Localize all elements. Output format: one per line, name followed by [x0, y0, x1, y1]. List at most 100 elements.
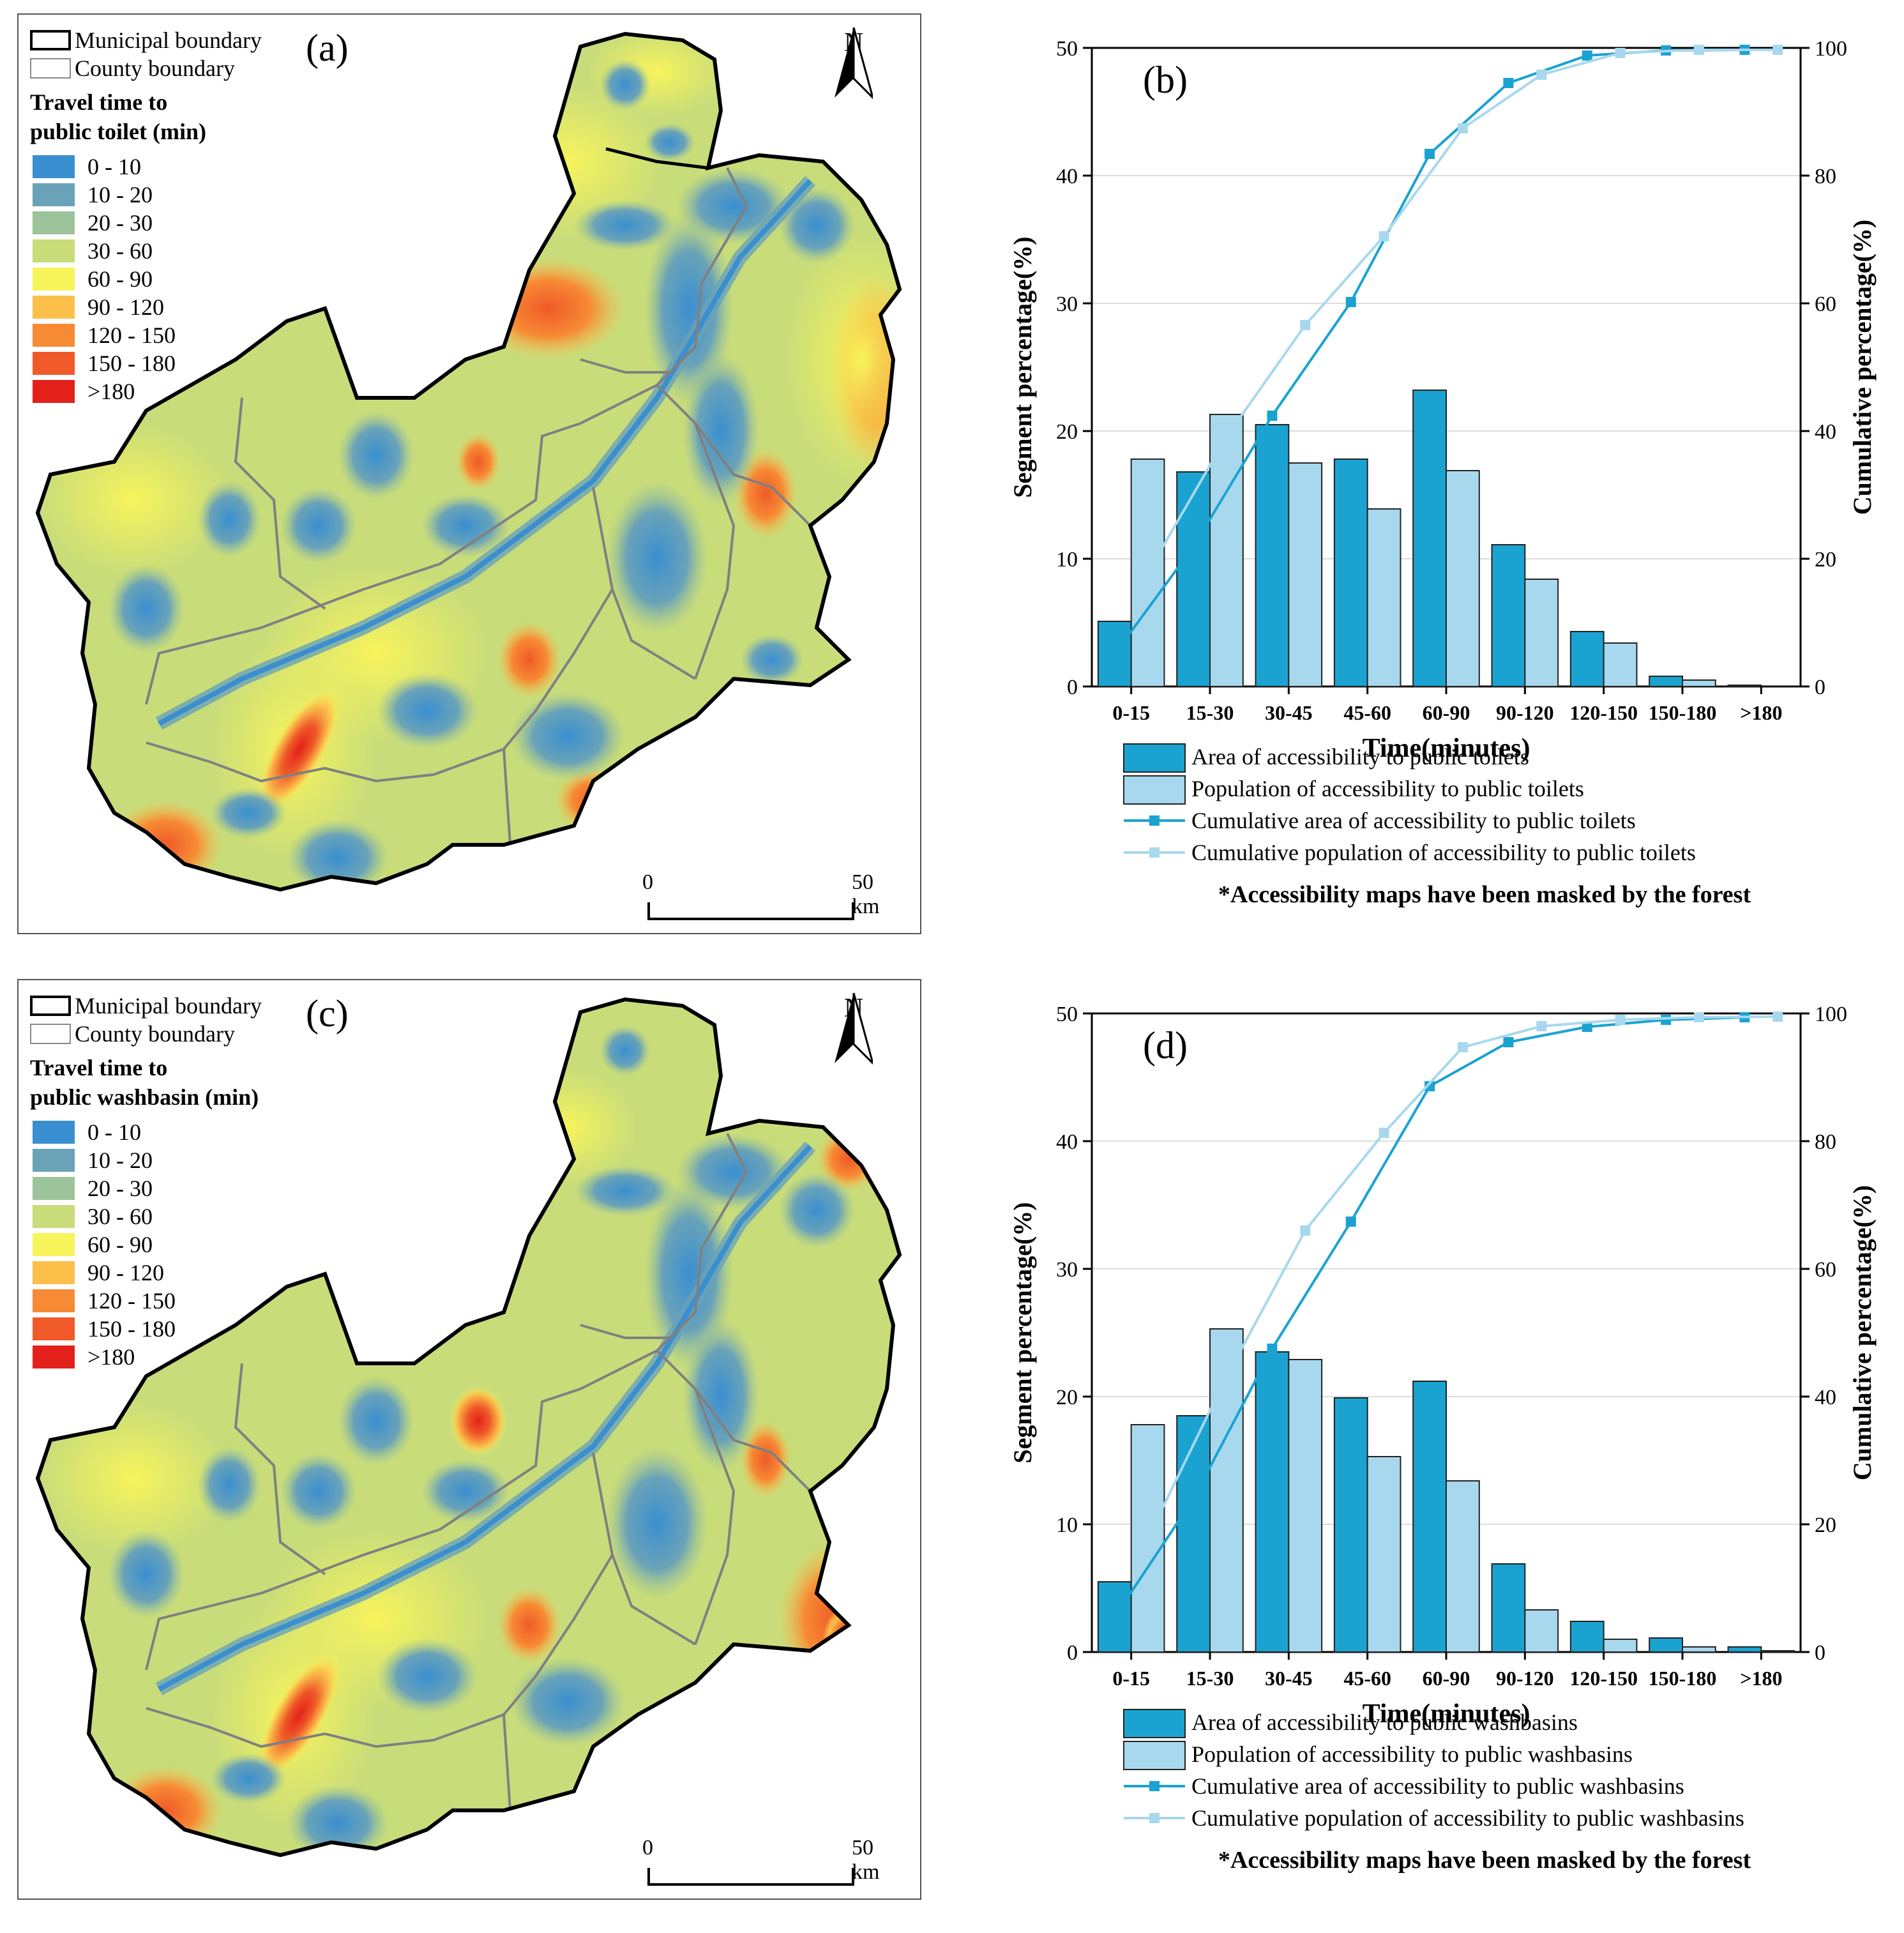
legend-class-8: >180 — [30, 377, 262, 406]
legend-class-7: 150 - 180 — [30, 349, 262, 377]
line-marker — [1661, 1015, 1672, 1025]
legend-class-1: 10 - 20 — [30, 181, 262, 209]
x-axis-label: Time(minutes) — [1363, 1699, 1530, 1729]
legend-class-4: 60 - 90 — [30, 1231, 262, 1259]
bar-population — [1760, 1650, 1795, 1653]
line-marker — [1772, 45, 1783, 55]
bar-area — [1649, 676, 1684, 687]
legend-swatch — [33, 380, 75, 403]
y-tick-label: 50 — [1056, 1003, 1078, 1026]
y-tick-label: 10 — [1056, 1513, 1078, 1537]
x-tick-label: 0-15 — [1112, 701, 1150, 724]
chart-note: *Accessibility maps have been masked by … — [1218, 881, 1751, 908]
county-boundary-swatch — [30, 58, 71, 79]
legend-swatch — [33, 1346, 75, 1368]
line-marker — [1109, 649, 1120, 659]
bar-population — [1446, 1480, 1480, 1653]
legend-class-label: 90 - 120 — [87, 1260, 164, 1285]
line-marker — [1772, 1012, 1783, 1022]
line-marker — [1457, 123, 1468, 133]
legend-class-0: 0 - 10 — [30, 1118, 262, 1146]
y-tick-label: 30 — [1056, 292, 1078, 316]
y2-axis-label: Cumulative percentage(%) — [1848, 1185, 1877, 1481]
line-marker — [1693, 1012, 1704, 1022]
line-marker — [1457, 1042, 1468, 1052]
bar-population — [1288, 1359, 1323, 1653]
y2-tick-label: 40 — [1815, 1386, 1836, 1409]
legend-swatch — [33, 352, 75, 375]
legend-swatch — [33, 1317, 75, 1340]
legend-county-boundary: County boundary — [30, 1020, 262, 1048]
bar-population — [1682, 1646, 1716, 1653]
y-axis-label: Segment percentage(%) — [1008, 236, 1037, 497]
legend-label: Municipal boundary — [75, 27, 262, 53]
scale-start: 0 — [642, 870, 653, 894]
legend-class-label: 20 - 30 — [87, 1176, 153, 1201]
map-panel-c: Municipal boundary County boundary Trave… — [17, 979, 921, 1900]
line-marker — [1300, 320, 1311, 330]
line-marker — [1142, 1533, 1153, 1543]
y-axis-label: Segment percentage(%) — [1008, 1202, 1037, 1463]
legend-class-2: 20 - 30 — [30, 209, 262, 237]
legend-class-6: 120 - 150 — [30, 1287, 262, 1315]
map-a-legend: Municipal boundary County boundary Trave… — [30, 26, 262, 406]
line-marker — [1615, 1015, 1626, 1025]
map-panel-a: Municipal boundary County boundary Trave… — [17, 13, 921, 934]
y2-tick-label: 100 — [1815, 37, 1847, 61]
y2-tick-label: 80 — [1815, 165, 1836, 188]
y2-axis-label: Cumulative percentage(%) — [1848, 220, 1877, 515]
legend-title-line2: public toilet (min) — [30, 119, 206, 144]
bar-area — [1255, 424, 1290, 687]
x-tick-label: 120-150 — [1569, 1667, 1638, 1690]
legend-class-label: 60 - 90 — [87, 266, 153, 292]
bar-area — [1649, 1637, 1684, 1653]
x-tick-label: 45-60 — [1343, 1667, 1391, 1690]
y2-tick-label: 60 — [1815, 292, 1836, 316]
line-marker — [1424, 1081, 1435, 1091]
legend-swatch — [33, 211, 75, 234]
legend-label: County boundary — [75, 1021, 235, 1047]
legend-label: Population of accessibility to public wa… — [1191, 1741, 1633, 1767]
legend-key-marker — [1149, 847, 1160, 858]
bar-population — [1603, 1639, 1638, 1653]
y-tick-label: 30 — [1056, 1258, 1078, 1282]
north-arrow-icon: N — [835, 27, 873, 100]
line-marker — [1267, 1344, 1278, 1354]
legend-class-label: 10 - 20 — [87, 182, 153, 208]
line-marker — [1267, 411, 1278, 421]
municipal-boundary-swatch — [30, 996, 71, 1016]
chart-d-svg: 0 10 20 30 40 50 0 20 40 60 80 100 0-15 15-30 30-45 45-… — [1008, 1003, 1877, 1874]
legend-title: Travel time to public toilet (min) — [30, 87, 262, 146]
panel-label-c: (c) — [306, 992, 349, 1035]
bar-population — [1288, 462, 1323, 687]
line-marker — [1188, 542, 1199, 552]
bar-area — [1727, 1646, 1762, 1653]
bar-population — [1366, 508, 1402, 687]
line-marker — [1693, 45, 1704, 55]
legend-classes: 0 - 10 10 - 20 20 - 30 30 - 60 60 - 90 90 - 1… — [30, 153, 262, 406]
chart-b-svg: 0 10 20 30 40 50 0 20 40 60 80 100 0-15 15-30 30-45 45-… — [1008, 37, 1877, 908]
bar-area — [1491, 1563, 1526, 1653]
y2-tick-label: 0 — [1815, 676, 1825, 699]
map-c-image — [35, 997, 902, 1858]
line-marker — [1345, 1217, 1356, 1227]
legend-class-label: 0 - 10 — [87, 154, 141, 179]
bar-population — [1603, 642, 1638, 687]
legend-swatch — [33, 1121, 75, 1144]
legend-class-label: 30 - 60 — [87, 238, 153, 264]
legend-class-5: 90 - 120 — [30, 293, 262, 321]
legend-county-boundary: County boundary — [30, 54, 262, 82]
legend-class-label: 20 - 30 — [87, 210, 153, 236]
x-tick-label: 30-45 — [1265, 1667, 1313, 1690]
legend-class-0: 0 - 10 — [30, 153, 262, 181]
line-marker — [1188, 1494, 1199, 1504]
panel-label: (b) — [1143, 59, 1188, 101]
y2-tick-label: 20 — [1815, 548, 1836, 572]
legend-title-line1: Travel time to — [30, 1055, 168, 1080]
x-tick-label: >180 — [1740, 1667, 1782, 1690]
bar-area — [1176, 471, 1211, 687]
x-tick-label: 90-120 — [1496, 1667, 1554, 1690]
x-tick-label: 15-30 — [1186, 701, 1234, 724]
scale-start: 0 — [642, 1836, 653, 1860]
y-tick-label: 10 — [1056, 548, 1078, 572]
